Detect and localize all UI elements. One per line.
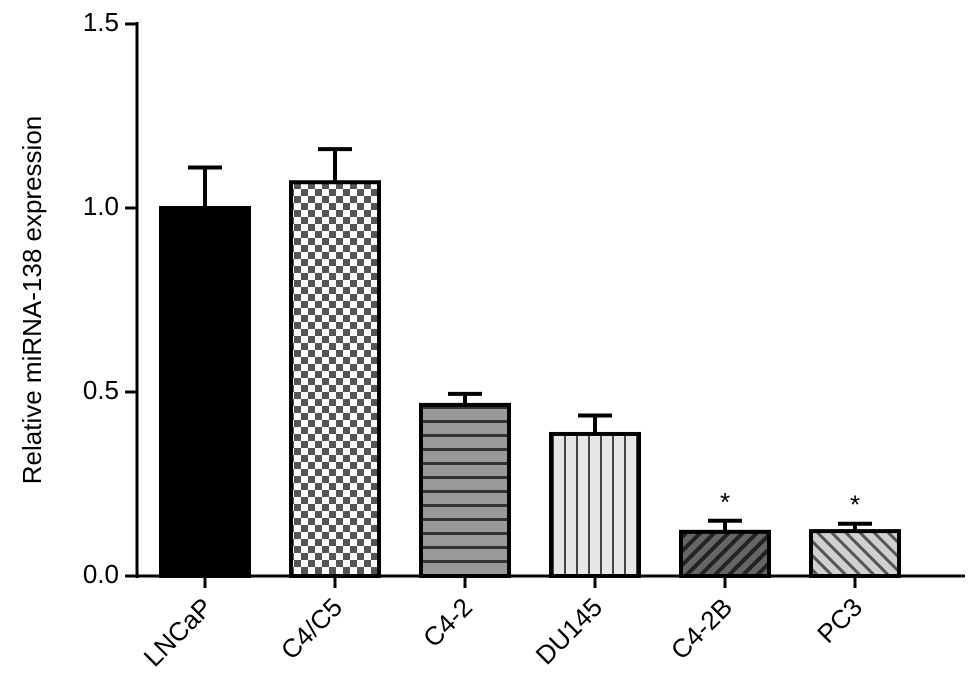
x-tick-label: DU145 xyxy=(530,592,608,670)
bar xyxy=(679,529,771,579)
y-axis-label: Relative miRNA-138 expression xyxy=(17,116,47,484)
y-tick-label: 0.5 xyxy=(83,375,119,405)
bar xyxy=(419,402,511,578)
x-tick-label: C4-2 xyxy=(417,592,478,653)
bar xyxy=(289,180,381,579)
x-tick-label: PC3 xyxy=(811,592,868,649)
annotation: * xyxy=(850,490,860,520)
y-tick-label: 1.0 xyxy=(83,191,119,221)
annotation: * xyxy=(720,487,730,517)
x-tick-label: LNCaP xyxy=(138,592,218,672)
x-tick-label: C4-2B xyxy=(665,592,738,665)
bar xyxy=(809,529,901,579)
bar xyxy=(549,431,641,578)
y-tick-label: 0.0 xyxy=(83,559,119,589)
y-tick-label: 1.5 xyxy=(83,7,119,37)
bar xyxy=(159,206,251,578)
x-tick-label: C4/C5 xyxy=(275,592,348,665)
